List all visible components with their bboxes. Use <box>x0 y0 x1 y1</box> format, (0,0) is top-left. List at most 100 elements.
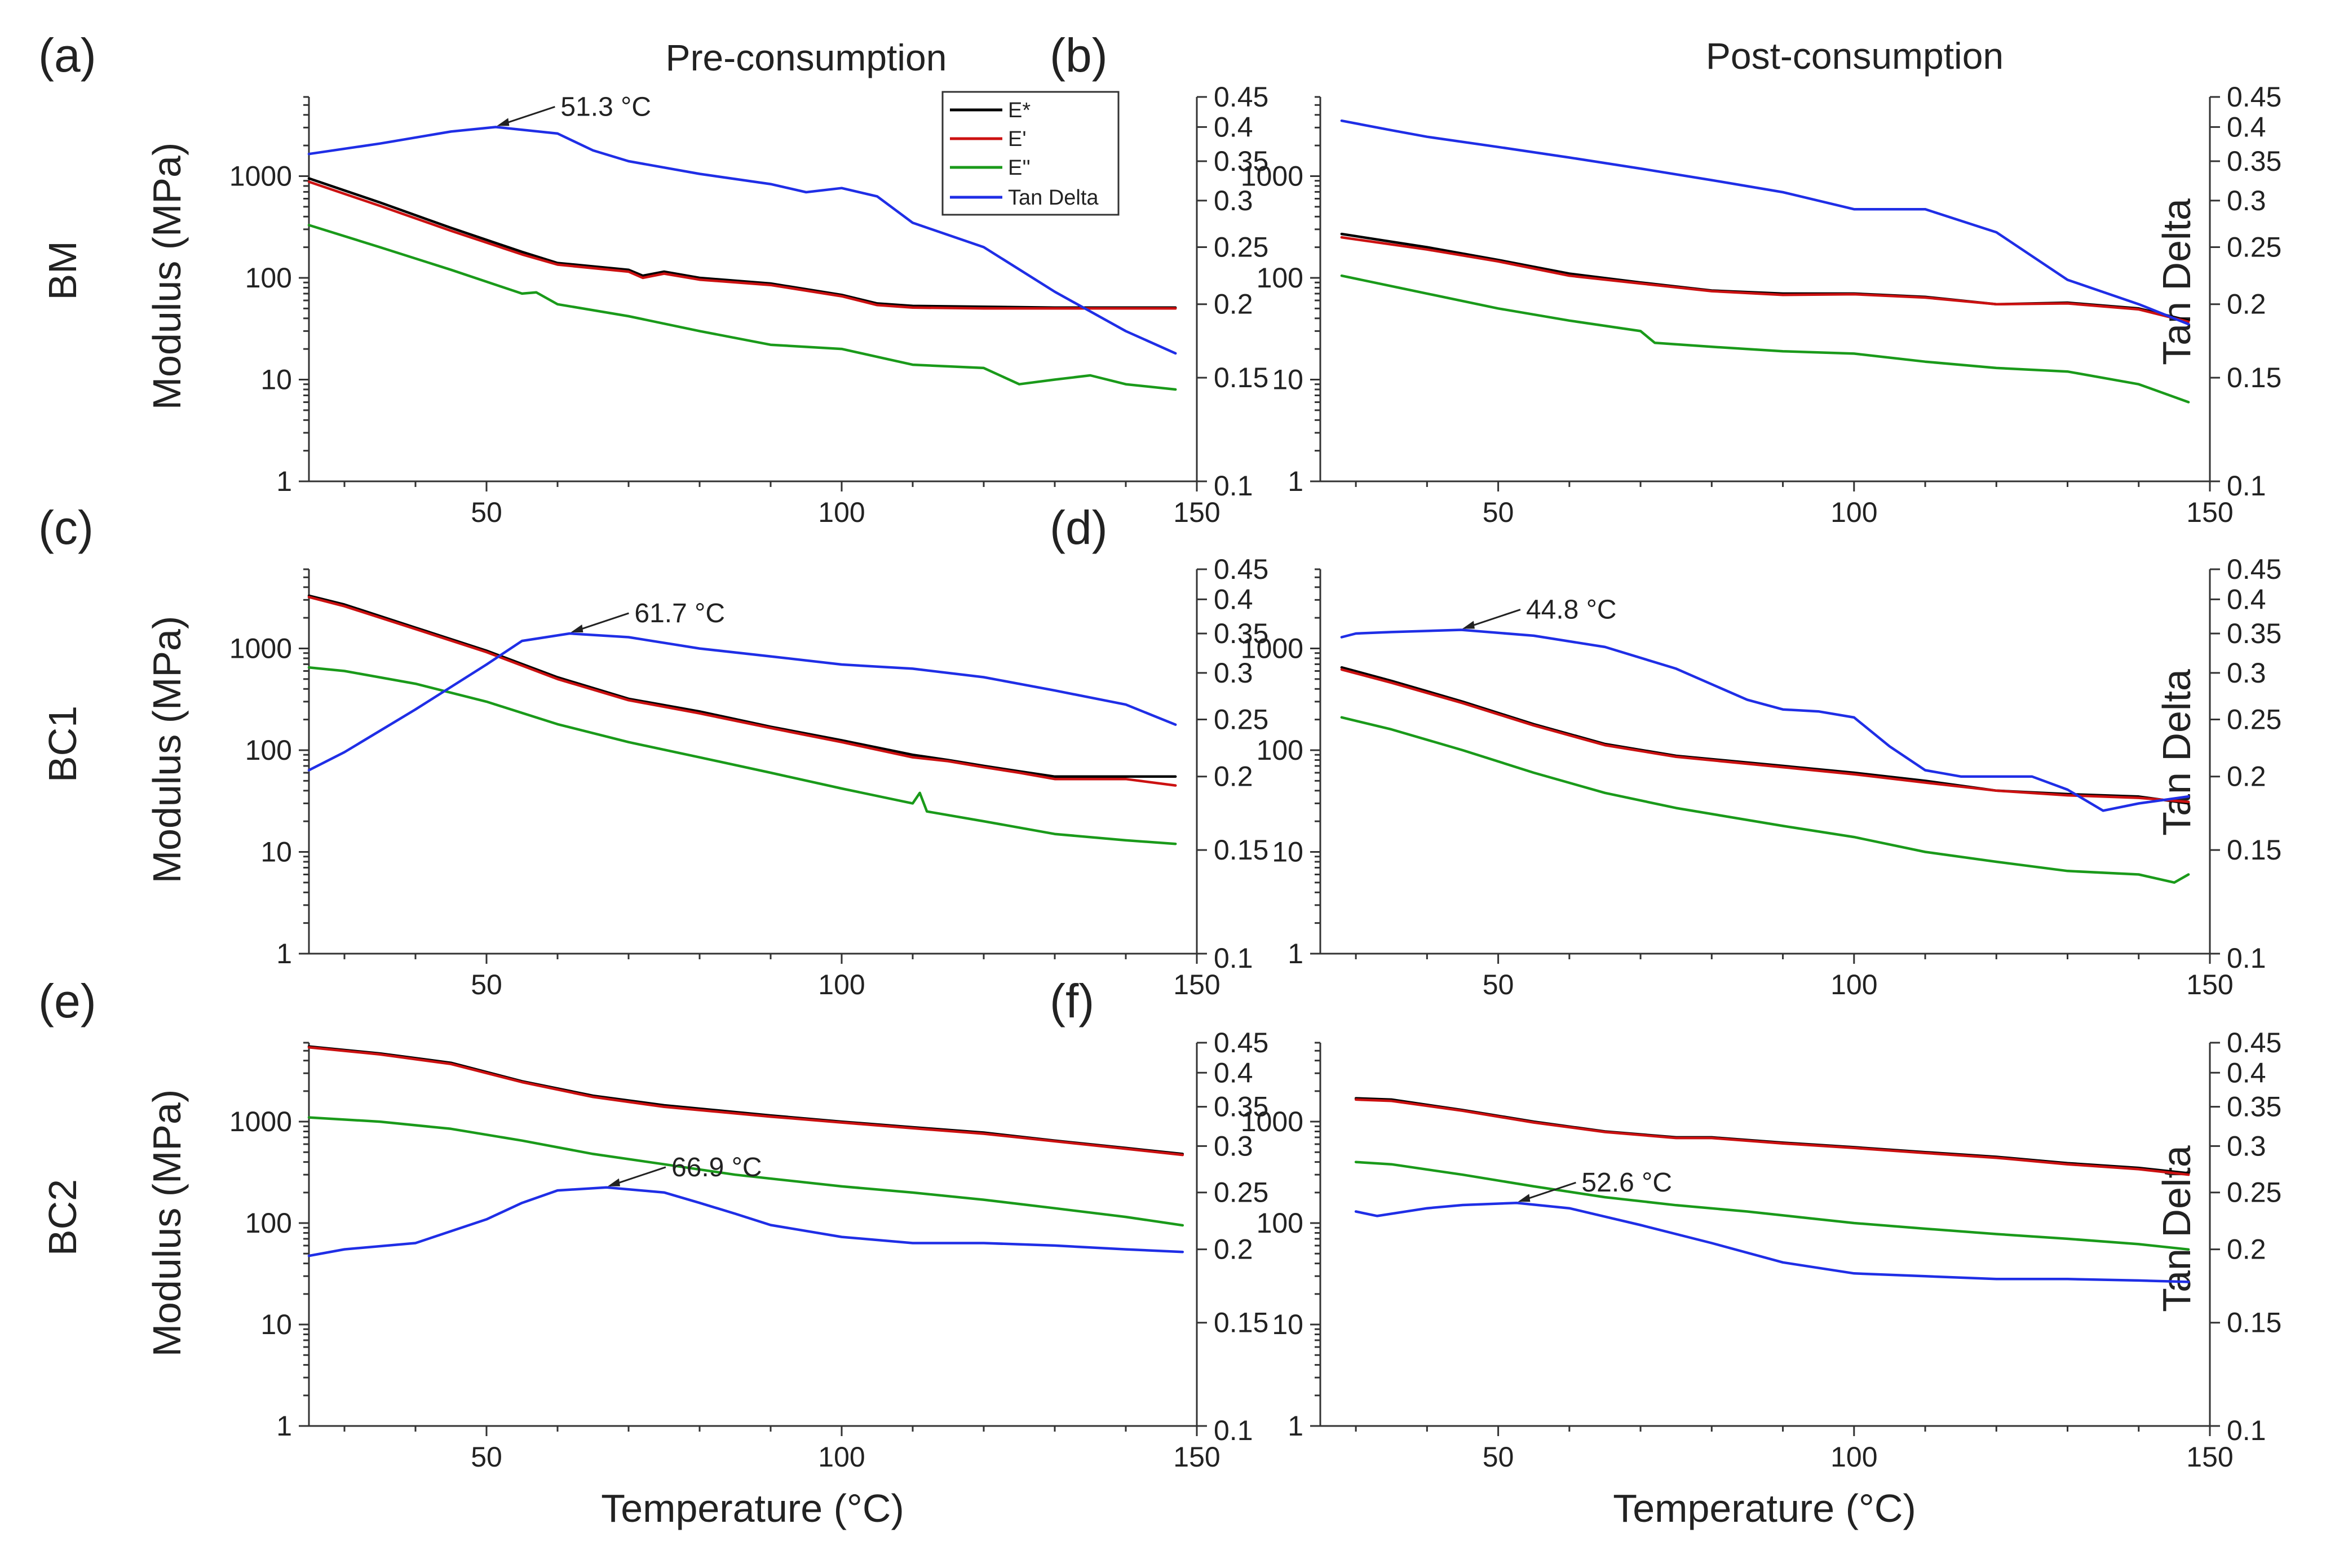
legend-label-e-double-prime: E'' <box>1008 156 1031 180</box>
x-tick-label-e: 150 <box>1173 1441 1220 1473</box>
series-tan-delta-b <box>1340 119 2190 326</box>
y-right-tick-label-c: 0.45 <box>1214 553 1268 585</box>
y-right-tick-label-f: 0.25 <box>2227 1177 2281 1208</box>
annotation-label-d: 44.8 °C <box>1526 595 1617 625</box>
panel-label-b: (b) <box>1050 29 1108 82</box>
x-tick-label-c: 50 <box>471 969 502 1000</box>
y-right-tick-label-b: 0.25 <box>2227 232 2281 263</box>
y-left-tick-label-d: 100 <box>1257 734 1303 766</box>
y-left-tick-label-b: 10 <box>1272 364 1303 395</box>
y-right-tick-label-e: 0.35 <box>1214 1091 1268 1123</box>
y-right-tick-label-d: 0.1 <box>2227 942 2266 974</box>
panel-a: (a) 50 100 150 1 10 100 1000 0.1 0.15 0.2 0.25 0.3 0.… <box>38 29 1268 528</box>
x-tick-label-a: 100 <box>818 497 865 528</box>
series-e-double-prime-c <box>307 666 1177 845</box>
y-right-tick-label-c: 0.25 <box>1214 704 1268 736</box>
y-right-tick-label-a: 0.4 <box>1214 111 1253 143</box>
y-right-tick-label-e: 0.1 <box>1214 1415 1253 1446</box>
y-left-tick-label-e: 1 <box>276 1410 292 1442</box>
y-left-tick-label-c: 1 <box>276 938 292 969</box>
y-right-tick-label-a: 0.15 <box>1214 362 1268 393</box>
series-tan-delta-f <box>1354 1201 2190 1283</box>
y-right-tick-label-f: 0.4 <box>2227 1057 2266 1088</box>
y-right-tick-label-e: 0.4 <box>1214 1057 1253 1088</box>
y-left-tick-label-c: 10 <box>260 836 292 867</box>
row-label-bc1: BC1 <box>41 706 85 782</box>
legend-label-e-prime: E' <box>1008 127 1027 151</box>
y-left-tick-label-c: 1000 <box>229 632 292 664</box>
y-left-tick-label-e: 1000 <box>229 1106 292 1137</box>
y-right-tick-label-f: 0.2 <box>2227 1234 2266 1265</box>
y-right-tick-label-c: 0.2 <box>1214 761 1253 792</box>
y-left-tick-label-f: 1000 <box>1241 1106 1303 1137</box>
y-right-tick-label-a: 0.45 <box>1214 81 1268 113</box>
series-tan-delta-a <box>307 126 1177 355</box>
ylabel-left-c: Modulus (MPa) <box>145 616 189 884</box>
series-tan-delta-c <box>307 632 1177 772</box>
y-right-tick-label-e: 0.3 <box>1214 1130 1253 1162</box>
y-right-tick-label-d: 0.15 <box>2227 834 2281 866</box>
y-right-tick-label-b: 0.1 <box>2227 470 2266 502</box>
series-e-prime-f <box>1354 1098 2190 1176</box>
panel-label-f: (f) <box>1050 975 1094 1027</box>
y-right-tick-label-b: 0.3 <box>2227 185 2266 216</box>
y-right-tick-label-f: 0.3 <box>2227 1130 2266 1162</box>
y-right-tick-label-b: 0.2 <box>2227 289 2266 320</box>
annotation-label-e: 66.9 °C <box>671 1153 762 1182</box>
y-left-tick-label-a: 100 <box>245 262 292 294</box>
x-tick-label-e: 100 <box>818 1441 865 1473</box>
y-right-tick-label-d: 0.35 <box>2227 618 2281 649</box>
x-tick-label-e: 50 <box>471 1441 502 1473</box>
series-e-double-prime-d <box>1340 716 2190 884</box>
y-right-tick-label-c: 0.1 <box>1214 942 1253 974</box>
y-right-tick-label-b: 0.35 <box>2227 145 2281 177</box>
panel-label-d: (d) <box>1050 501 1108 554</box>
panel-label-a: (a) <box>38 29 96 82</box>
y-right-tick-label-d: 0.45 <box>2227 553 2281 585</box>
y-right-tick-label-f: 0.1 <box>2227 1415 2266 1446</box>
x-tick-label-b: 50 <box>1483 497 1514 528</box>
ylabel-left-a: Modulus (MPa) <box>145 143 189 410</box>
x-tick-label-f: 50 <box>1483 1441 1514 1473</box>
series-e-star-a <box>307 177 1177 309</box>
y-left-tick-label-d: 1 <box>1288 938 1303 969</box>
column-title-post: Post-consumption <box>1706 35 2004 77</box>
x-tick-label-c: 100 <box>818 969 865 1000</box>
legend-label-e-star: E* <box>1008 99 1031 122</box>
x-tick-label-a: 50 <box>471 497 502 528</box>
y-right-tick-label-c: 0.35 <box>1214 618 1268 649</box>
x-tick-label-b: 100 <box>1830 497 1877 528</box>
annotation-arrowhead-a <box>497 118 510 126</box>
y-left-tick-label-a: 10 <box>260 364 292 395</box>
ylabel-left-e: Modulus (MPa) <box>145 1089 189 1357</box>
y-right-tick-label-c: 0.4 <box>1214 583 1253 615</box>
y-right-tick-label-f: 0.45 <box>2227 1027 2281 1058</box>
x-tick-label-c: 150 <box>1173 969 1220 1000</box>
series-e-prime-e <box>307 1046 1184 1157</box>
panel-c: (c) 50 100 150 1 10 100 1000 0.1 0.15 0.2 0.25 0.3 0.… <box>38 501 1268 1000</box>
y-right-tick-label-d: 0.25 <box>2227 704 2281 736</box>
y-right-tick-label-c: 0.15 <box>1214 834 1268 866</box>
legend-label-tan-delta: Tan Delta <box>1008 186 1099 210</box>
series-e-star-c <box>307 594 1177 778</box>
y-left-tick-label-f: 100 <box>1257 1207 1303 1239</box>
legend: E* E' E'' Tan Delta <box>941 91 1120 216</box>
annotation-arrowhead-f <box>1518 1194 1531 1202</box>
annotation-arrowhead-d <box>1462 621 1475 629</box>
y-left-tick-label-b: 1 <box>1288 466 1303 497</box>
x-tick-label-f: 150 <box>2186 1441 2233 1473</box>
y-left-tick-label-a: 1000 <box>229 160 292 192</box>
column-title-pre: Pre-consumption <box>666 37 947 78</box>
row-label-bc2: BC2 <box>41 1179 85 1256</box>
panel-label-c: (c) <box>38 501 94 554</box>
xlabel-left-column: Temperature (°C) <box>601 1486 904 1530</box>
ylabel-right-b: Tan Delta <box>2155 198 2199 365</box>
series-e-double-prime-e <box>307 1116 1184 1227</box>
series-tan-delta-d <box>1340 628 2190 812</box>
panel-d: (d) 50 100 150 1 10 100 1000 0.1 0.15 0.2 0.25 0.3 0.… <box>1050 501 2281 1000</box>
x-tick-label-d: 50 <box>1483 969 1514 1000</box>
annotation-label-c: 61.7 °C <box>634 599 725 628</box>
y-right-tick-label-a: 0.35 <box>1214 145 1268 177</box>
y-left-tick-label-b: 100 <box>1257 262 1303 294</box>
y-right-tick-label-c: 0.3 <box>1214 657 1253 689</box>
